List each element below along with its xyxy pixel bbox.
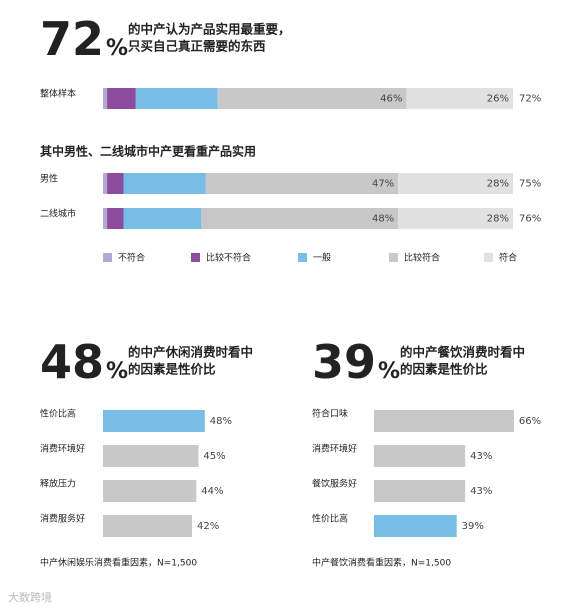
value-label: 42% — [197, 521, 219, 532]
headline: 的中产休闲消费时看中 — [128, 345, 253, 360]
value-label: 44% — [201, 486, 223, 497]
category-label: 性价比高 — [312, 513, 348, 525]
category-label: 释放压力 — [40, 478, 76, 490]
big-unit: % — [106, 36, 128, 61]
bar-segment — [107, 208, 124, 229]
value-label: 43% — [470, 451, 492, 462]
headline: 只买自己真正需要的东西 — [128, 39, 266, 54]
bar — [103, 410, 205, 432]
total-label: 76% — [519, 214, 541, 225]
legend-label: 比较符合 — [404, 252, 440, 264]
bar-segment — [201, 208, 399, 229]
bar — [374, 410, 514, 432]
segment-label: 48% — [372, 214, 394, 225]
big-number: 39 — [312, 335, 376, 389]
total-label: 72% — [519, 94, 541, 105]
headline: 的中产餐饮消费时看中 — [400, 345, 525, 360]
segment-label: 28% — [487, 214, 509, 225]
big-unit: % — [106, 359, 128, 384]
big-number: 48 — [40, 335, 104, 389]
subtitle: 其中男性、二线城市中产更看重产品实用 — [40, 144, 256, 159]
bar-segment — [103, 208, 108, 229]
headline: 的中产认为产品实用最重要， — [128, 22, 291, 37]
bar-segment — [135, 88, 218, 109]
big-number: 72 — [40, 12, 104, 66]
segment-label: 26% — [487, 94, 509, 105]
category-label: 消费环境好 — [40, 443, 85, 455]
value-label: 39% — [462, 521, 484, 532]
bar — [103, 515, 193, 537]
legend-label: 比较不符合 — [206, 252, 251, 264]
bar-segment — [103, 173, 108, 194]
legend-swatch — [191, 253, 200, 262]
total-label: 75% — [519, 179, 541, 190]
category-label: 二线城市 — [40, 208, 76, 220]
legend-swatch — [103, 253, 112, 262]
category-label: 消费服务好 — [40, 513, 85, 525]
value-label: 45% — [203, 451, 225, 462]
bar-segment — [103, 88, 108, 109]
bar — [103, 445, 199, 467]
legend-label: 符合 — [499, 252, 517, 264]
legend-label: 一般 — [313, 252, 331, 264]
watermark: 大数跨境 — [8, 590, 52, 604]
bar-segment — [398, 173, 513, 194]
category-label: 性价比高 — [40, 408, 76, 420]
bar-segment — [107, 88, 136, 109]
segment-label: 28% — [487, 179, 509, 190]
bar-segment — [205, 173, 399, 194]
bar-segment — [123, 173, 206, 194]
bar-segment — [107, 173, 124, 194]
category-label: 符合口味 — [312, 408, 348, 420]
bar — [374, 515, 457, 537]
legend-swatch — [484, 253, 493, 262]
headline: 的因素是性价比 — [128, 362, 216, 377]
category-label: 餐饮服务好 — [312, 478, 357, 490]
bar — [103, 480, 197, 502]
category-label: 男性 — [40, 173, 58, 185]
value-label: 43% — [470, 486, 492, 497]
segment-label: 47% — [372, 179, 394, 190]
value-label: 48% — [210, 416, 232, 427]
legend-swatch — [389, 253, 398, 262]
headline: 的因素是性价比 — [400, 362, 488, 377]
category-label: 消费环境好 — [312, 443, 357, 455]
bar-segment — [123, 208, 202, 229]
category-label: 整体样本 — [40, 88, 76, 100]
legend-swatch — [298, 253, 307, 262]
bar-segment — [406, 88, 513, 109]
bar — [374, 480, 466, 502]
value-label: 66% — [519, 416, 541, 427]
bar-segment — [217, 88, 407, 109]
note: 中产餐饮消费看重因素，N=1,500 — [312, 557, 451, 569]
big-unit: % — [378, 359, 400, 384]
note: 中产休闲娱乐消费看重因素，N=1,500 — [40, 557, 197, 569]
legend-label: 不符合 — [118, 252, 145, 264]
segment-label: 46% — [380, 94, 402, 105]
bar — [374, 445, 466, 467]
bar-segment — [398, 208, 513, 229]
